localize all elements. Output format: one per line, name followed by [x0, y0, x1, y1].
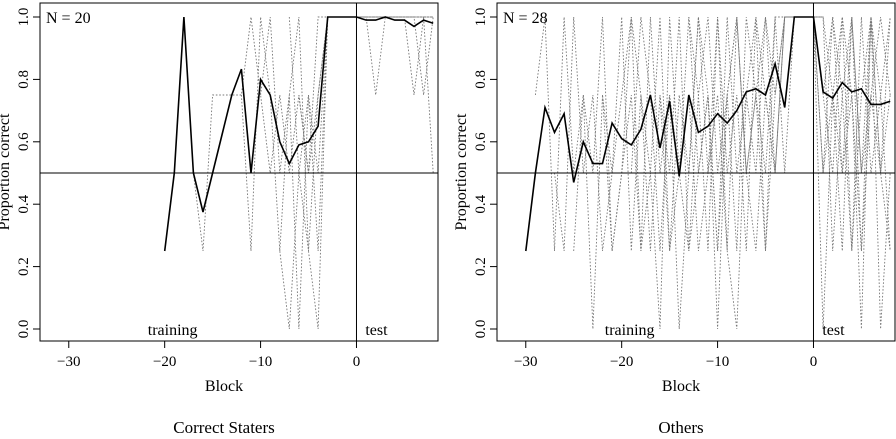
- y-tick-label: 0.6: [16, 132, 32, 151]
- y-tick-label: 0.0: [16, 320, 32, 339]
- y-axis-title: Proportion correct: [453, 113, 470, 230]
- x-axis-title: Block: [662, 378, 700, 395]
- x-axis: −30 −20 −10 0: [57, 341, 360, 370]
- test-annotation: test: [822, 322, 845, 339]
- y-tick-label: 0.2: [473, 257, 489, 276]
- individual-series-line: [298, 16, 434, 174]
- plot-area: [496, 2, 896, 342]
- panel-correct-staters: −30 −20 −10 0 0.0 0.2 0.4 0.6 0.8 1.0 N = 20 tra…: [0, 2, 439, 437]
- individual-series-line: [288, 16, 434, 252]
- x-tick-label: −10: [706, 354, 729, 370]
- x-tick-label: −30: [514, 354, 537, 370]
- mean-series-line: [525, 16, 891, 252]
- x-tick-label: 0: [353, 354, 361, 370]
- panel-caption: Correct Staters: [173, 418, 275, 437]
- x-axis-title: Block: [205, 378, 243, 395]
- n-label: N = 28: [503, 10, 548, 27]
- y-tick-label: 0.4: [473, 194, 489, 213]
- y-axis: 0.0 0.2 0.4 0.6 0.8 1.0: [16, 8, 40, 339]
- training-annotation: training: [148, 322, 198, 339]
- x-tick-label: −30: [57, 354, 80, 370]
- x-tick-label: −20: [610, 354, 633, 370]
- mean-series-line: [163, 16, 434, 252]
- x-axis: −30 −20 −10 0: [514, 341, 817, 370]
- panel-others: −30 −20 −10 0 0.0 0.2 0.4 0.6 0.8 1.0 N = 28 tra…: [453, 2, 896, 437]
- individual-series-line: [183, 16, 434, 252]
- y-tick-label: 0.2: [16, 257, 32, 276]
- test-annotation: test: [365, 322, 388, 339]
- n-label: N = 20: [46, 10, 91, 27]
- training-annotation: training: [605, 322, 655, 339]
- y-tick-label: 0.8: [473, 70, 489, 89]
- individual-series-line: [659, 16, 891, 330]
- panel-caption: Others: [658, 418, 703, 437]
- plot-area: [39, 2, 439, 342]
- y-axis: 0.0 0.2 0.4 0.6 0.8 1.0: [473, 8, 497, 339]
- y-tick-label: 1.0: [473, 8, 489, 27]
- y-tick-label: 1.0: [16, 8, 32, 27]
- x-tick-label: −10: [249, 354, 272, 370]
- individual-series-line: [534, 16, 891, 330]
- x-tick-label: −20: [153, 354, 176, 370]
- y-tick-label: 0.8: [16, 70, 32, 89]
- y-tick-label: 0.4: [16, 194, 32, 213]
- y-tick-label: 0.6: [473, 132, 489, 151]
- x-tick-label: 0: [810, 354, 818, 370]
- y-tick-label: 0.0: [473, 320, 489, 339]
- individual-series-line: [260, 16, 434, 330]
- y-axis-title: Proportion correct: [0, 113, 13, 230]
- individual-series-line: [554, 16, 891, 330]
